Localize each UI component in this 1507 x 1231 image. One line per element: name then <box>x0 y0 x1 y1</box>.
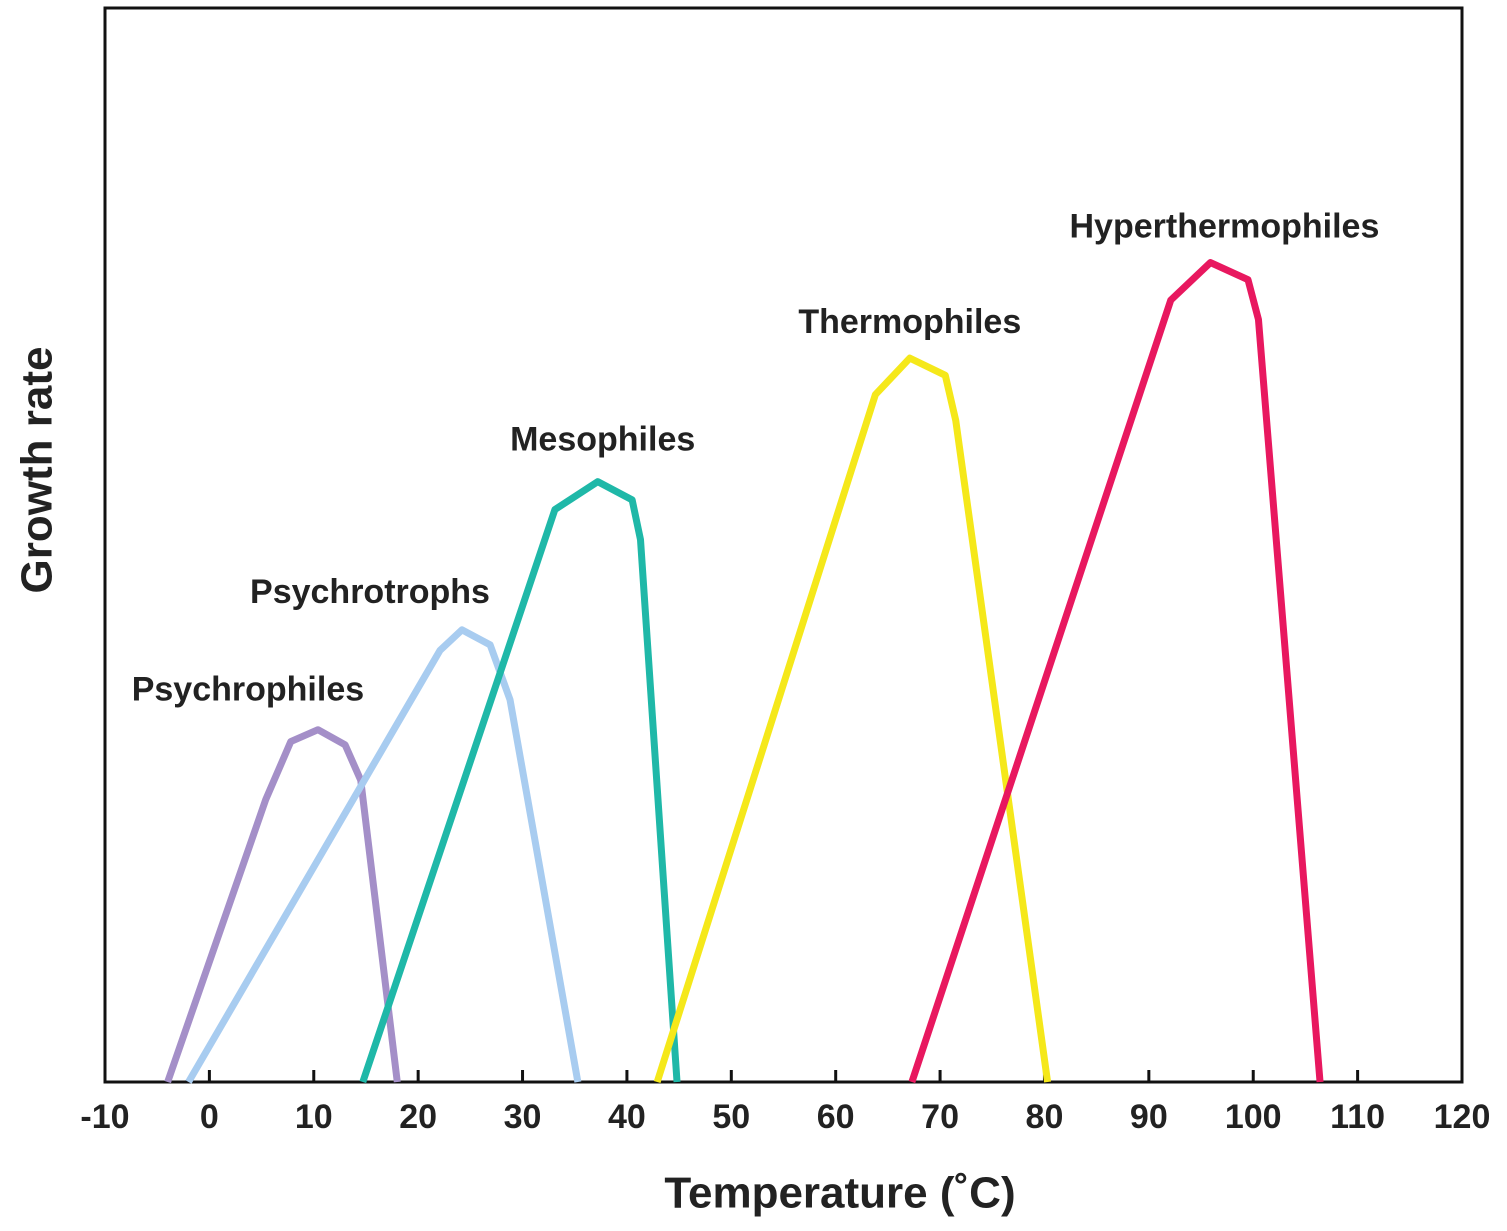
growth-curve <box>653 354 1052 1084</box>
growth-curve <box>185 626 582 1084</box>
x-tick-label: 0 <box>200 1098 219 1136</box>
x-tick-label: 120 <box>1434 1098 1491 1136</box>
x-tick-label: 80 <box>1026 1098 1064 1136</box>
x-tick-label: 70 <box>921 1098 959 1136</box>
series-label: Psychrophiles <box>132 671 364 709</box>
series-label: Thermophiles <box>798 303 1021 341</box>
growth-curve <box>359 478 681 1084</box>
x-tick-label: 20 <box>399 1098 437 1136</box>
y-axis-title: Growth rate <box>13 347 62 594</box>
series-label: Psychrotrophs <box>250 573 490 611</box>
x-tick-label: 30 <box>504 1098 542 1136</box>
growth-curve <box>908 259 1324 1084</box>
x-tick-label: 10 <box>295 1098 333 1136</box>
x-tick-label: 90 <box>1130 1098 1168 1136</box>
x-tick-label: 60 <box>817 1098 855 1136</box>
x-axis-title: Temperature (˚C) <box>664 1169 1015 1218</box>
x-tick-label: 110 <box>1330 1098 1385 1136</box>
series-label: Hyperthermophiles <box>1070 208 1380 246</box>
x-tick-label: 100 <box>1225 1098 1282 1136</box>
plot-frame <box>103 6 1464 1084</box>
series-label: Mesophiles <box>510 421 695 459</box>
x-tick-label: -10 <box>80 1098 129 1136</box>
x-tick-label: 40 <box>608 1098 646 1136</box>
x-tick-label: 50 <box>712 1098 750 1136</box>
